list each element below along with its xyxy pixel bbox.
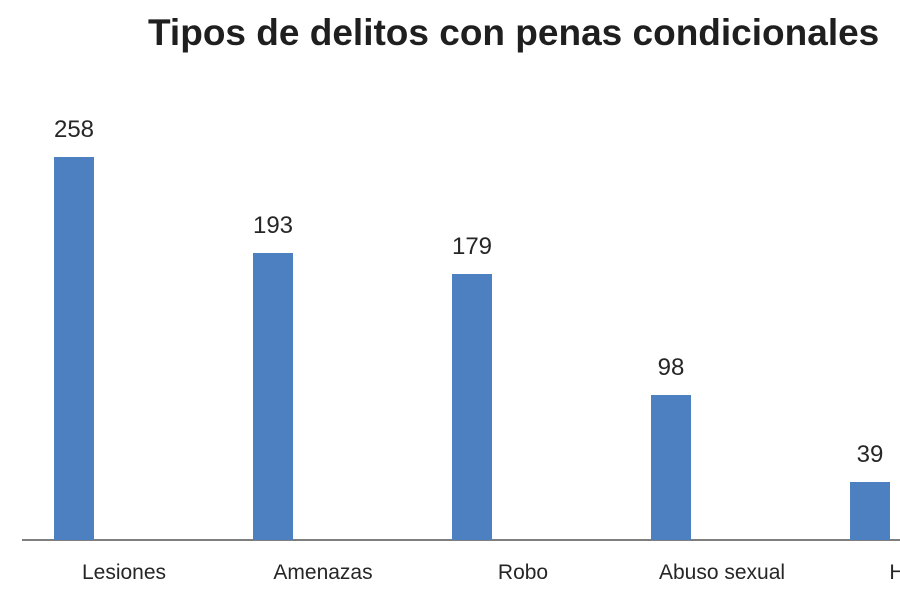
category-label-lesiones: Lesiones bbox=[81, 561, 167, 584]
category-label-h: H bbox=[889, 561, 900, 584]
value-label-abuso-sexual: 98 bbox=[657, 354, 685, 381]
chart-title: Tipos de delitos con penas condicionales bbox=[148, 12, 880, 53]
x-axis-line bbox=[22, 539, 900, 541]
category-label-robo: Robo bbox=[497, 561, 549, 584]
bar-robo bbox=[452, 274, 492, 540]
value-label-amenazas: 193 bbox=[252, 212, 294, 239]
bar-amenazas bbox=[253, 253, 293, 540]
category-label-abuso-sexual: Abuso sexual bbox=[658, 561, 786, 584]
value-label-h: 39 bbox=[856, 441, 884, 468]
value-label-lesiones: 258 bbox=[53, 116, 95, 143]
bar-abuso-sexual bbox=[651, 395, 691, 540]
bar-h bbox=[850, 482, 890, 540]
category-label-amenazas: Amenazas bbox=[273, 561, 373, 584]
bar-lesiones bbox=[54, 157, 94, 540]
value-label-robo: 179 bbox=[451, 233, 493, 260]
